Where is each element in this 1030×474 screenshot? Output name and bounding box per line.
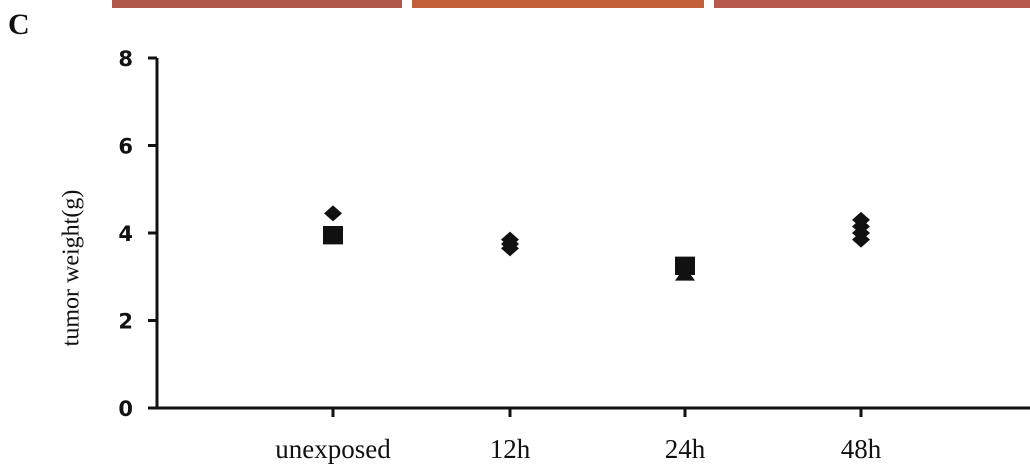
- data-point-triangle: [675, 266, 695, 281]
- data-point-square: [323, 230, 343, 245]
- x-tick-label: unexposed: [275, 434, 391, 464]
- x-tick-label: 12h: [490, 434, 531, 464]
- data-points: [323, 205, 870, 281]
- y-tick-label: 2: [118, 310, 133, 334]
- x-tick-label: 24h: [665, 434, 706, 464]
- image-strip-left: [112, 0, 402, 8]
- data-point-diamond: [852, 231, 870, 248]
- y-tick-label: 6: [118, 135, 133, 159]
- panel-label: C: [8, 8, 30, 41]
- x-ticks: unexposed 12h 24h 48h: [275, 408, 882, 464]
- image-strip-middle: [412, 0, 704, 8]
- y-ticks: 0 2 4 6 8: [118, 47, 157, 421]
- data-point-diamond: [324, 205, 342, 222]
- y-tick-label: 8: [118, 47, 133, 71]
- y-tick-label: 4: [118, 222, 133, 246]
- y-tick-label: 0: [118, 397, 133, 421]
- data-point-diamond: [501, 240, 519, 257]
- x-tick-label: 48h: [841, 434, 882, 464]
- image-strip-right: [714, 0, 1030, 8]
